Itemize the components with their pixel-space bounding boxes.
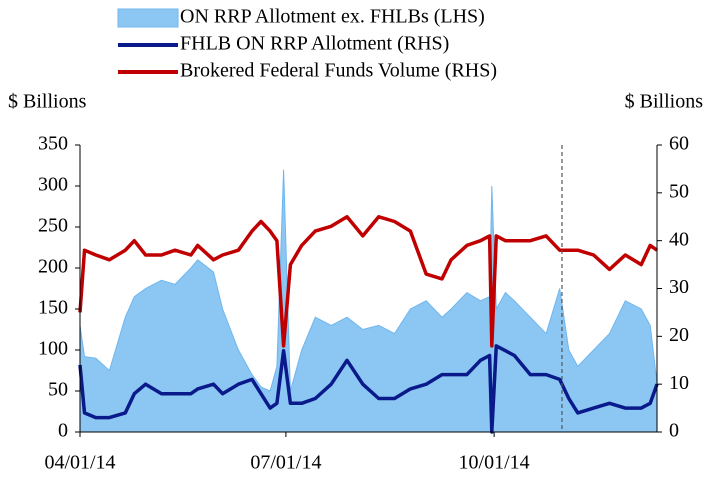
x-tick-label: 04/01/14	[44, 452, 115, 474]
y-axis-label: $ Billions	[8, 91, 87, 113]
area	[79, 169, 658, 433]
y-tick-label: 150	[38, 297, 68, 319]
legend-label: Brokered Federal Funds Volume (RHS)	[180, 60, 497, 82]
y-tick-label: 350	[38, 133, 68, 155]
x-tick-label: 07/01/14	[250, 452, 321, 474]
y-tick-label: 0	[58, 420, 68, 442]
legend-label: FHLB ON RRP Allotment (RHS)	[180, 33, 449, 55]
y2-tick-label: 60	[669, 133, 689, 155]
y-tick-label: 50	[48, 379, 68, 401]
y2-tick-label: 40	[669, 228, 689, 250]
y2-tick-label: 0	[669, 420, 679, 442]
legend-swatch	[117, 8, 179, 28]
y2-axis-label: $ Billions	[625, 91, 704, 113]
y2-tick-label: 20	[669, 324, 689, 346]
y2-tick-label: 30	[669, 276, 689, 298]
line	[78, 344, 659, 434]
line	[78, 215, 659, 348]
y-tick-label: 300	[38, 174, 68, 196]
y-tick-label: 200	[38, 256, 68, 278]
legend-label: ON RRP Allotment ex. FHLBs (LHS)	[180, 6, 485, 28]
y2-tick-label: 10	[669, 372, 689, 394]
x-tick-label: 10/01/14	[459, 452, 530, 474]
y2-tick-label: 50	[669, 180, 689, 202]
y-tick-label: 250	[38, 215, 68, 237]
y-tick-label: 100	[38, 338, 68, 360]
